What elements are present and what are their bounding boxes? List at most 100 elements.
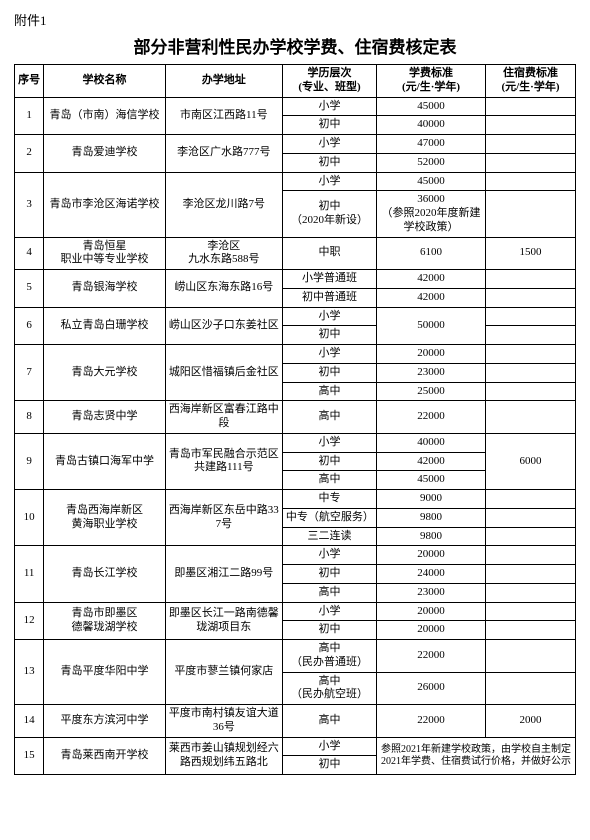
cell-fee: 45000 [377, 471, 486, 490]
cell-room [485, 546, 575, 565]
cell-name: 青岛平度华阳中学 [44, 640, 165, 705]
table-row: 5青岛银海学校崂山区东海东路16号小学普通班42000 [15, 270, 576, 289]
table-row: 4青岛恒星职业中等专业学校李沧区九水东路588号中职61001500 [15, 237, 576, 270]
cell-fee: 36000（参照2020年度新建学校政策） [377, 191, 486, 237]
cell-level: 小学普通班 [282, 270, 376, 289]
cell-room [485, 307, 575, 326]
cell-idx: 10 [15, 490, 44, 546]
cell-level: 中专 [282, 490, 376, 509]
cell-addr: 即墨区长江一路南德馨珑湖项目东 [165, 602, 282, 640]
cell-room [485, 490, 575, 509]
cell-level: 高中 [282, 471, 376, 490]
header-level: 学历层次(专业、班型) [282, 65, 376, 98]
cell-level: 小学 [282, 433, 376, 452]
table-row: 6私立青岛白珊学校崂山区沙子口东姜社区小学50000 [15, 307, 576, 326]
cell-level: 小学 [282, 345, 376, 364]
cell-level: 初中 [282, 756, 376, 775]
cell-level: 中职 [282, 237, 376, 270]
cell-idx: 6 [15, 307, 44, 345]
cell-idx: 12 [15, 602, 44, 640]
cell-fee: 22000 [377, 705, 486, 738]
cell-fee: 22000 [377, 401, 486, 434]
cell-fee: 42000 [377, 288, 486, 307]
cell-room [485, 527, 575, 546]
cell-addr: 城阳区惜福镇后金社区 [165, 345, 282, 401]
cell-room [485, 640, 575, 673]
cell-room [485, 345, 575, 364]
cell-room [485, 508, 575, 527]
cell-level: 高中 [282, 401, 376, 434]
cell-fee: 9800 [377, 508, 486, 527]
cell-room [485, 270, 575, 289]
cell-name: 青岛西海岸新区黄海职业学校 [44, 490, 165, 546]
cell-fee: 24000 [377, 565, 486, 584]
header-idx: 序号 [15, 65, 44, 98]
attachment-label: 附件1 [14, 10, 576, 29]
cell-room [485, 326, 575, 345]
cell-level: 高中 [282, 382, 376, 401]
cell-level: 小学 [282, 307, 376, 326]
table-title: 部分非营利性民办学校学费、住宿费核定表 [14, 33, 576, 58]
cell-idx: 5 [15, 270, 44, 308]
cell-level: 小学 [282, 602, 376, 621]
cell-fee: 47000 [377, 135, 486, 154]
cell-idx: 15 [15, 737, 44, 775]
cell-room [485, 602, 575, 621]
cell-addr: 西海岸新区富春江路中段 [165, 401, 282, 434]
cell-fee: 20000 [377, 621, 486, 640]
cell-level: 初中 [282, 153, 376, 172]
cell-fee: 参照2021年新建学校政策，由学校自主制定2021年学费、住宿费试行价格，并做好… [377, 737, 576, 775]
cell-idx: 7 [15, 345, 44, 401]
cell-name: 青岛大元学校 [44, 345, 165, 401]
cell-level: 初中 [282, 452, 376, 471]
cell-idx: 8 [15, 401, 44, 434]
header-name: 学校名称 [44, 65, 165, 98]
cell-addr: 青岛市军民融合示范区共建路111号 [165, 433, 282, 489]
cell-level: 初中 [282, 565, 376, 584]
cell-addr: 即墨区湘江二路99号 [165, 546, 282, 602]
cell-room: 2000 [485, 705, 575, 738]
cell-addr: 西海岸新区东岳中路337号 [165, 490, 282, 546]
cell-addr: 平度市南村镇友谊大道36号 [165, 705, 282, 738]
cell-fee: 25000 [377, 382, 486, 401]
cell-name: 青岛恒星职业中等专业学校 [44, 237, 165, 270]
cell-name: 青岛市即墨区德馨珑湖学校 [44, 602, 165, 640]
cell-idx: 13 [15, 640, 44, 705]
cell-idx: 2 [15, 135, 44, 173]
cell-idx: 4 [15, 237, 44, 270]
cell-room [485, 116, 575, 135]
cell-name: 青岛（市南）海信学校 [44, 97, 165, 135]
cell-level: 高中 [282, 583, 376, 602]
cell-level: 小学 [282, 97, 376, 116]
cell-level: 高中（民办普通班） [282, 640, 376, 673]
cell-room: 1500 [485, 237, 575, 270]
cell-level: 初中 [282, 621, 376, 640]
table-row: 14平度东方滨河中学平度市南村镇友谊大道36号高中220002000 [15, 705, 576, 738]
cell-room [485, 565, 575, 584]
cell-idx: 1 [15, 97, 44, 135]
cell-room [485, 153, 575, 172]
cell-fee: 40000 [377, 433, 486, 452]
cell-fee: 6100 [377, 237, 486, 270]
cell-room [485, 672, 575, 705]
cell-room [485, 288, 575, 307]
cell-level: 小学 [282, 135, 376, 154]
cell-room: 6000 [485, 433, 575, 489]
table-row: 8青岛志贤中学西海岸新区富春江路中段高中22000 [15, 401, 576, 434]
cell-fee: 20000 [377, 546, 486, 565]
cell-fee: 22000 [377, 640, 486, 673]
cell-room [485, 583, 575, 602]
cell-addr: 崂山区沙子口东姜社区 [165, 307, 282, 345]
cell-fee: 45000 [377, 97, 486, 116]
cell-level: 初中 [282, 363, 376, 382]
cell-idx: 11 [15, 546, 44, 602]
cell-fee: 20000 [377, 345, 486, 364]
header-fee: 学费标准(元/生·学年) [377, 65, 486, 98]
cell-fee: 26000 [377, 672, 486, 705]
table-row: 9青岛古镇口海军中学青岛市军民融合示范区共建路111号小学400006000 [15, 433, 576, 452]
cell-fee: 9000 [377, 490, 486, 509]
cell-name: 青岛莱西南开学校 [44, 737, 165, 775]
cell-room [485, 382, 575, 401]
cell-name: 青岛爱迪学校 [44, 135, 165, 173]
cell-fee: 9800 [377, 527, 486, 546]
